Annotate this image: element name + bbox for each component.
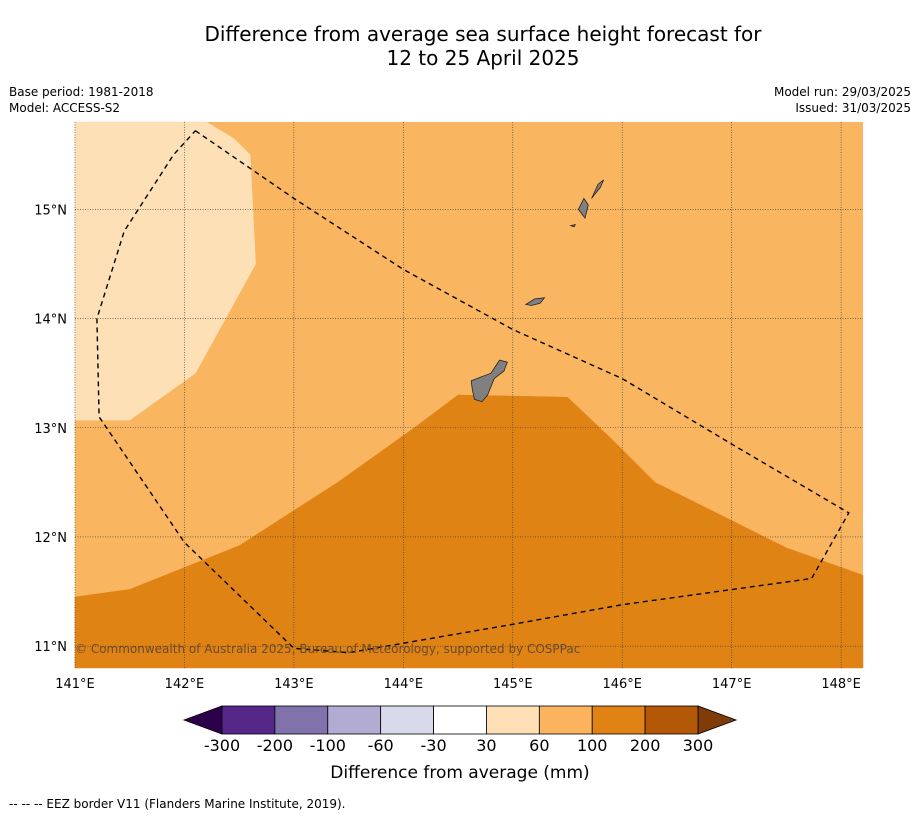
colorbar-swatch: [327, 705, 382, 735]
lon-tick-label: 143°E: [274, 677, 314, 692]
band-100-to-200: [74, 394, 864, 669]
lon-tick-label: 145°E: [493, 677, 533, 692]
lat-tick-label: 11°N: [34, 640, 67, 655]
base-period: Base period: 1981-2018: [9, 85, 154, 99]
colorbar-swatch: [221, 705, 276, 735]
lon-tick-label: 148°E: [821, 677, 861, 692]
lat-tick-label: 13°N: [34, 422, 67, 437]
colorbar-tick-label: -100: [310, 736, 346, 755]
lon-tick-label: 146°E: [602, 677, 642, 692]
island-saipan: [591, 179, 604, 199]
colorbar-tick-label: -200: [257, 736, 293, 755]
map-title: Difference from average sea surface heig…: [0, 22, 919, 70]
model-name: Model: ACCESS-S2: [9, 101, 121, 115]
colorbar-swatch: [644, 705, 699, 735]
colorbar-tick-label: -60: [368, 736, 394, 755]
band-30-to-60: [74, 121, 256, 421]
lon-tick-label: 144°E: [384, 677, 424, 692]
copyright-notice: © Commonwealth of Australia 2025, Bureau…: [75, 642, 580, 656]
model-run: Model run: 29/03/2025: [773, 85, 911, 99]
lat-tick-label: 15°N: [34, 203, 67, 218]
colorbar-over-arrow: [697, 705, 738, 735]
colorbar-tick-label: 30: [476, 736, 496, 755]
meta-left: Base period: 1981-2018 Model: ACCESS-S2: [9, 84, 154, 116]
colorbar-tick-label: 60: [529, 736, 549, 755]
colorbar-swatch: [433, 705, 487, 735]
colorbar-swatch: [380, 705, 434, 735]
colorbar: -300 -200 -100 -60 -30 30 60 100 200 300 Differenc…: [182, 705, 738, 783]
island-aguijan: [569, 224, 576, 228]
island-rota: [524, 297, 546, 306]
meta-right: Model run: 29/03/2025 Issued: 31/03/2025: [774, 84, 911, 116]
colorbar-tick-label: 100: [577, 736, 608, 755]
lon-tick-label: 142°E: [165, 677, 205, 692]
colorbar-swatch: [591, 705, 646, 735]
colorbar-label: Difference from average (mm): [330, 763, 589, 783]
colorbar-tick-label: 200: [630, 736, 661, 755]
colorbar-tick-label: -30: [420, 736, 446, 755]
title-line-2: 12 to 25 April 2025: [386, 46, 580, 70]
colorbar-swatch: [538, 705, 593, 735]
island-guam: [470, 359, 508, 403]
island-tinian: [577, 197, 589, 220]
map-area: 141°E 142°E 143°E 144°E 145°E 146°E 147°E 148°E…: [34, 121, 864, 692]
colorbar-tick-label: -300: [204, 736, 240, 755]
lat-tick-label: 14°N: [34, 313, 67, 328]
colorbar-under-arrow: [182, 705, 223, 735]
colorbar-tick-label: 300: [683, 736, 714, 755]
lat-tick-label: 12°N: [34, 531, 67, 546]
lon-tick-label: 147°E: [712, 677, 752, 692]
colorbar-swatch: [274, 705, 329, 735]
title-line-1: Difference from average sea surface heig…: [204, 22, 762, 46]
colorbar-swatch: [486, 705, 540, 735]
eez-border: [96, 130, 850, 654]
issued-date: Issued: 31/03/2025: [795, 101, 911, 115]
eez-footnote: -- -- -- EEZ border V11 (Flanders Marine…: [9, 797, 346, 811]
lon-tick-label: 141°E: [55, 677, 95, 692]
